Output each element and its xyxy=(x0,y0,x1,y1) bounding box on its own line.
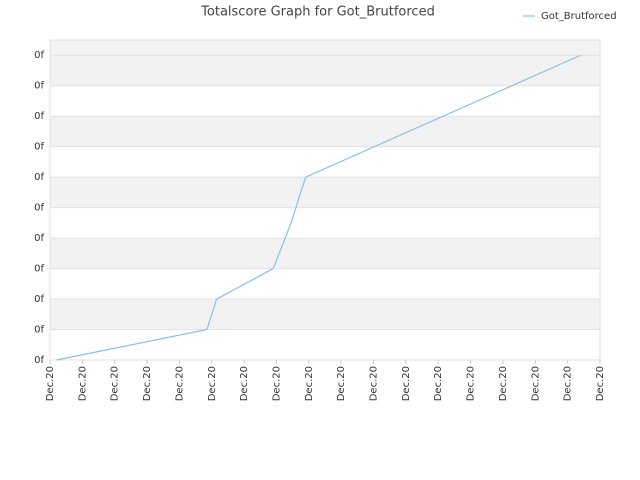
chart-title: Totalscore Graph for Got_Brutforced xyxy=(200,5,435,20)
grid-band xyxy=(50,40,600,56)
x-tick-label: Dec.20 xyxy=(110,366,121,401)
x-tick-label: Dec.20 xyxy=(304,366,315,401)
y-tick-label: 0f xyxy=(34,355,44,366)
x-tick-label: Dec.20 xyxy=(239,366,250,401)
plot-border xyxy=(49,39,601,361)
grid-band xyxy=(50,55,600,86)
y-tick-label: 0f xyxy=(34,50,44,61)
x-tick-label: Dec.20 xyxy=(369,366,380,401)
x-tick-label: Dec.20 xyxy=(530,366,541,401)
x-tick-label: Dec.20 xyxy=(45,366,56,401)
y-tick-label: 0f xyxy=(34,233,44,244)
x-tick-label: Dec.20 xyxy=(142,366,153,401)
x-tick-label: Dec.20 xyxy=(336,366,347,401)
grid-band xyxy=(50,238,600,269)
legend-label: Got_Brutforced xyxy=(541,11,617,22)
x-tick-label: Dec.20 xyxy=(207,366,218,401)
line xyxy=(56,54,581,361)
x-tick-label: Dec.20 xyxy=(563,366,574,401)
x-tick-label: Dec.20 xyxy=(433,366,444,401)
grid-band xyxy=(50,116,600,147)
y-tick-label: 0f xyxy=(34,172,44,183)
x-tick-label: Dec.20 xyxy=(466,366,477,401)
grid-band xyxy=(50,177,600,208)
y-tick-label: 0f xyxy=(34,294,44,305)
y-tick-label: 0f xyxy=(34,325,44,336)
y-tick-label: 0f xyxy=(34,203,44,214)
x-tick-label: Dec.20 xyxy=(271,366,282,401)
y-tick-label: 0f xyxy=(34,142,44,153)
grid-band xyxy=(50,299,600,330)
x-tick-label: Dec.20 xyxy=(498,366,509,401)
x-tick-label: Dec.20 xyxy=(595,366,606,401)
y-tick-label: 0f xyxy=(34,81,44,92)
y-tick-label: 0f xyxy=(34,111,44,122)
x-tick-label: Dec.20 xyxy=(174,366,185,401)
x-tick-label: Dec.20 xyxy=(401,366,412,401)
y-tick-label: 0f xyxy=(34,264,44,275)
x-tick-label: Dec.20 xyxy=(77,366,88,401)
